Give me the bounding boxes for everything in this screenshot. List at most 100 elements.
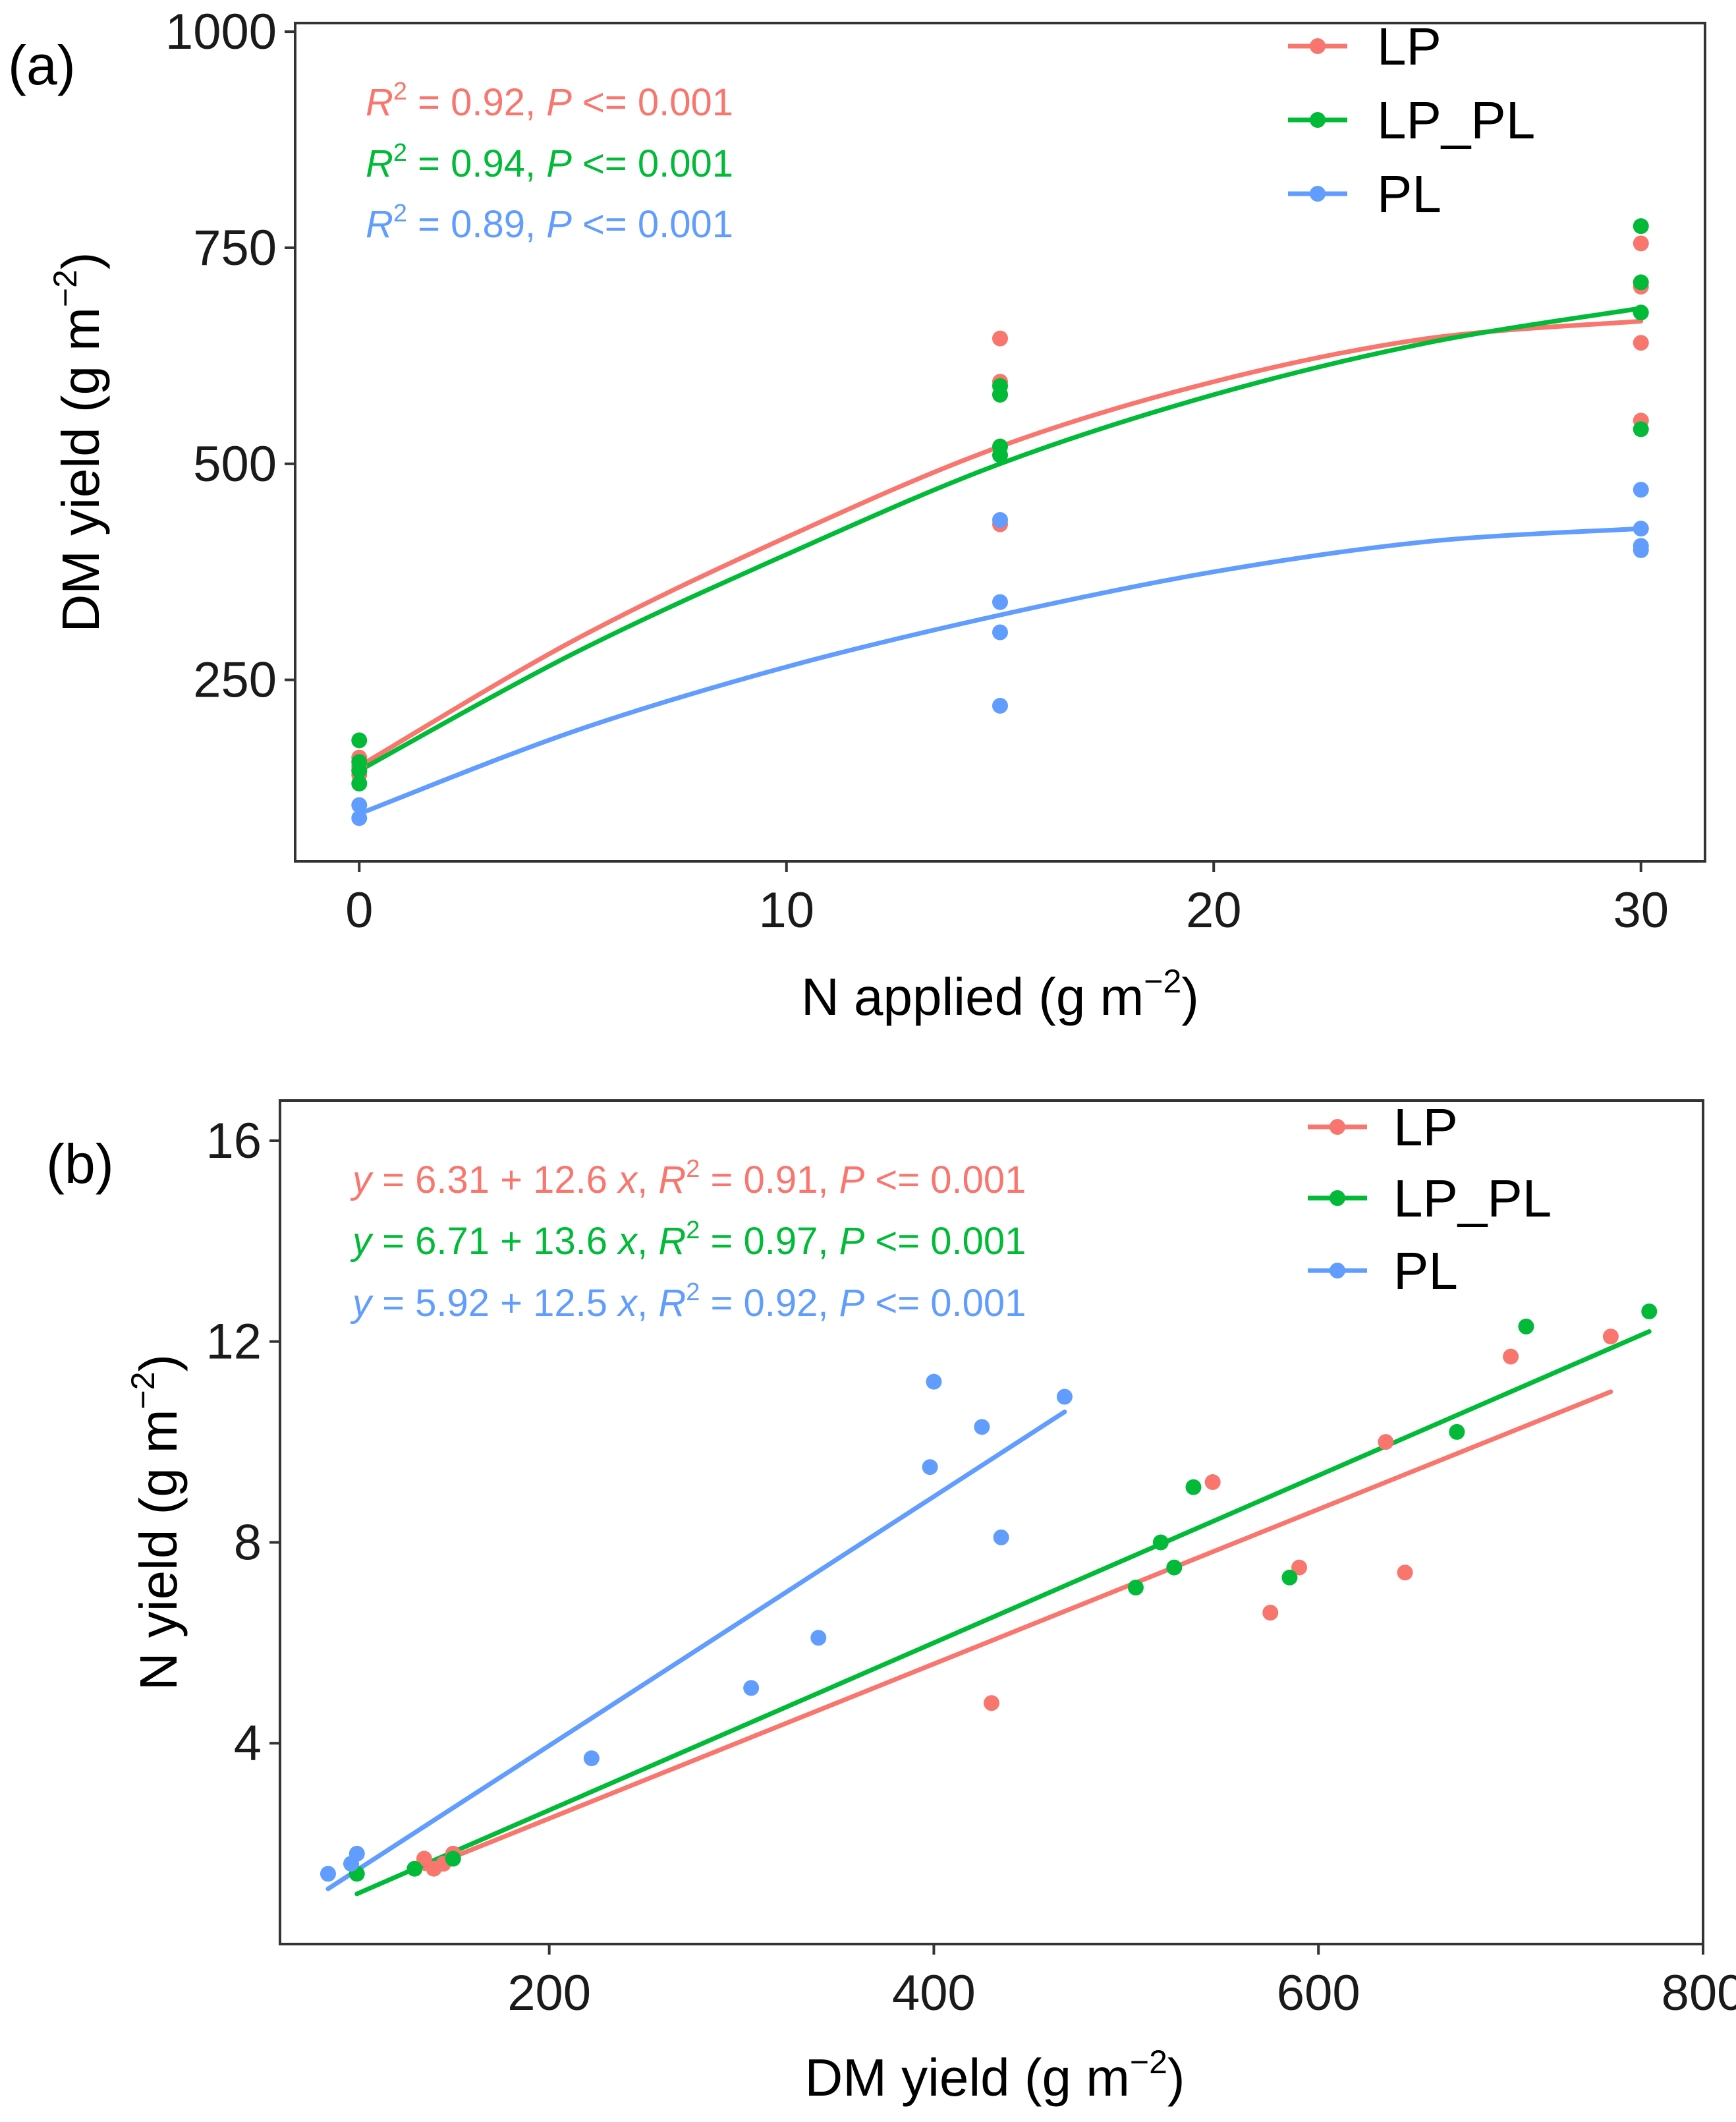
- point-lp-10: [1633, 335, 1649, 351]
- legend-label-pl: PL: [1377, 165, 1442, 223]
- panel-b-y-axis-title: N yield (g m−2): [125, 1354, 188, 1690]
- point-lp-pl-10: [1633, 304, 1649, 321]
- point-lp-8: [1633, 235, 1649, 252]
- point-lp-pl-11: [1633, 421, 1649, 438]
- panel-a-annotations: R2 = 0.92, P <= 0.001 R2 = 0.94, P <= 0.…: [366, 78, 733, 246]
- point-lp-pl-6: [1185, 1479, 1202, 1495]
- point-lp-pl-8: [1633, 218, 1649, 235]
- y-tick-label-1000: 1000: [165, 4, 277, 60]
- annotation-lp-b: y = 6.31 + 12.6 x, R2 = 0.91, P <= 0.001: [350, 1155, 1026, 1201]
- point-lp-pl-2: [445, 1850, 461, 1867]
- y-tick-label-250: 250: [193, 652, 277, 708]
- x-tick-label-200: 200: [507, 1965, 591, 2021]
- panel-b-legend: LP LP_PL PL: [1308, 1098, 1552, 1300]
- annotation-lp: R2 = 0.92, P <= 0.001: [366, 78, 733, 124]
- fit-line-pl: [356, 526, 1644, 817]
- panel-a-x-axis-title: N applied (g m−2): [801, 963, 1199, 1026]
- fit-line-lp-pl: [356, 306, 1644, 773]
- point-pl-9: [993, 1529, 1009, 1545]
- y-tick-label-8: 8: [234, 1514, 262, 1570]
- point-lp-pl-3: [1127, 1580, 1144, 1596]
- panel-a-y-axis-title: DM yield (g m−2): [47, 252, 110, 632]
- point-lp-pl-7: [992, 447, 1008, 463]
- legend-dot-pl-b: [1330, 1263, 1345, 1278]
- point-pl-2: [992, 512, 1008, 529]
- x-tick-label-800: 800: [1662, 1965, 1736, 2021]
- y-tick-label-12: 12: [206, 1314, 262, 1370]
- legend-label-lp-b: LP: [1393, 1098, 1458, 1157]
- point-lp-pl-0: [351, 732, 368, 749]
- point-lp-4: [984, 1695, 999, 1711]
- x-tick-label-20: 20: [1186, 882, 1242, 938]
- panel-b-points: [320, 1304, 1658, 1882]
- legend-dot-pl: [1310, 186, 1326, 202]
- point-lp-pl-9: [1633, 274, 1649, 291]
- x-tick-label-10: 10: [758, 882, 814, 938]
- panel-b-fit-lines: [325, 1329, 1652, 1897]
- annotation-lp-pl: R2 = 0.94, P <= 0.001: [366, 139, 733, 185]
- legend-label-pl-b: PL: [1393, 1242, 1458, 1300]
- point-pl-5: [810, 1630, 827, 1646]
- annotation-lp-pl-b: y = 6.71 + 13.6 x, R2 = 0.97, P <= 0.001: [350, 1217, 1026, 1263]
- point-pl-6: [922, 1459, 938, 1476]
- legend-label-lp-pl-b: LP_PL: [1393, 1169, 1552, 1228]
- point-lp-pl-4: [1152, 1534, 1169, 1551]
- point-lp-pl-10: [1641, 1304, 1658, 1319]
- panel-a-ticks: 0 10 20 30 250 500 750 1000: [165, 4, 1669, 938]
- panel-b-plot-border: [279, 1099, 1704, 1945]
- fit-line-pl: [325, 1409, 1067, 1891]
- x-tick-label-30: 30: [1613, 882, 1669, 938]
- y-tick-label-750: 750: [193, 220, 277, 276]
- y-tick-label-16: 16: [206, 1113, 262, 1169]
- point-lp-pl-8: [1449, 1423, 1465, 1440]
- point-lp-0: [416, 1850, 432, 1867]
- x-tick-label-600: 600: [1277, 1965, 1360, 2021]
- point-pl-9: [1633, 542, 1649, 558]
- point-lp-9: [1397, 1564, 1413, 1581]
- point-pl-10: [1056, 1389, 1073, 1405]
- annotation-pl: R2 = 0.89, P <= 0.001: [366, 200, 733, 246]
- point-lp-pl-5: [1166, 1559, 1183, 1576]
- point-pl-4: [743, 1680, 760, 1696]
- panel-a: (a) 0 10 20 30 250 500 750 1000 R2 = 0.92, P <=…: [8, 4, 1706, 1026]
- legend-dot-lp: [1310, 38, 1326, 54]
- point-lp-pl-7: [1281, 1569, 1298, 1586]
- legend-label-lp-pl: LP_PL: [1377, 91, 1535, 150]
- point-pl-6: [1633, 482, 1649, 498]
- point-pl-8: [974, 1419, 990, 1435]
- point-pl-5: [992, 697, 1008, 714]
- point-lp-5: [1204, 1474, 1221, 1491]
- panel-a-points: [351, 218, 1649, 826]
- panel-a-legend: LP LP_PL PL: [1288, 17, 1535, 223]
- legend-label-lp: LP: [1377, 17, 1442, 76]
- point-pl-7: [1633, 521, 1649, 537]
- x-tick-label-0: 0: [345, 882, 373, 938]
- point-lp-8: [1378, 1434, 1394, 1450]
- point-pl-0: [351, 797, 368, 813]
- legend-dot-lp-pl-b: [1330, 1190, 1345, 1206]
- point-lp-4: [992, 330, 1008, 347]
- point-pl-4: [992, 624, 1008, 641]
- y-tick-label-4: 4: [234, 1715, 262, 1771]
- point-pl-0: [320, 1866, 336, 1882]
- panel-b-label: (b): [46, 1133, 114, 1195]
- annotation-pl-b: y = 5.92 + 12.5 x, R2 = 0.92, P <= 0.001: [350, 1278, 1026, 1325]
- legend-dot-lp-pl: [1310, 112, 1326, 128]
- point-lp-pl-5: [992, 386, 1008, 403]
- fit-line-lp-pl: [354, 1329, 1652, 1897]
- point-pl-1: [351, 810, 368, 826]
- panel-a-plot-border: [294, 22, 1706, 863]
- panel-b-ticks: 200 400 600 800 4 8 12 16: [206, 1113, 1736, 2021]
- legend-dot-lp-b: [1330, 1119, 1345, 1135]
- point-pl-2: [349, 1845, 365, 1862]
- panel-b: (b) 200 400 600 800 4 8 12 16 y = 6.31 + 12.6 x…: [46, 1098, 1736, 2107]
- panel-a-label: (a): [8, 34, 76, 96]
- point-pl-7: [926, 1373, 942, 1390]
- point-pl-3: [992, 594, 1008, 610]
- point-lp-pl-2: [351, 762, 368, 779]
- point-lp-11: [1602, 1329, 1619, 1345]
- point-lp-pl-3: [351, 775, 368, 791]
- fit-line-lp: [422, 1389, 1613, 1872]
- panel-b-x-axis-title: DM yield (g m−2): [804, 2044, 1185, 2107]
